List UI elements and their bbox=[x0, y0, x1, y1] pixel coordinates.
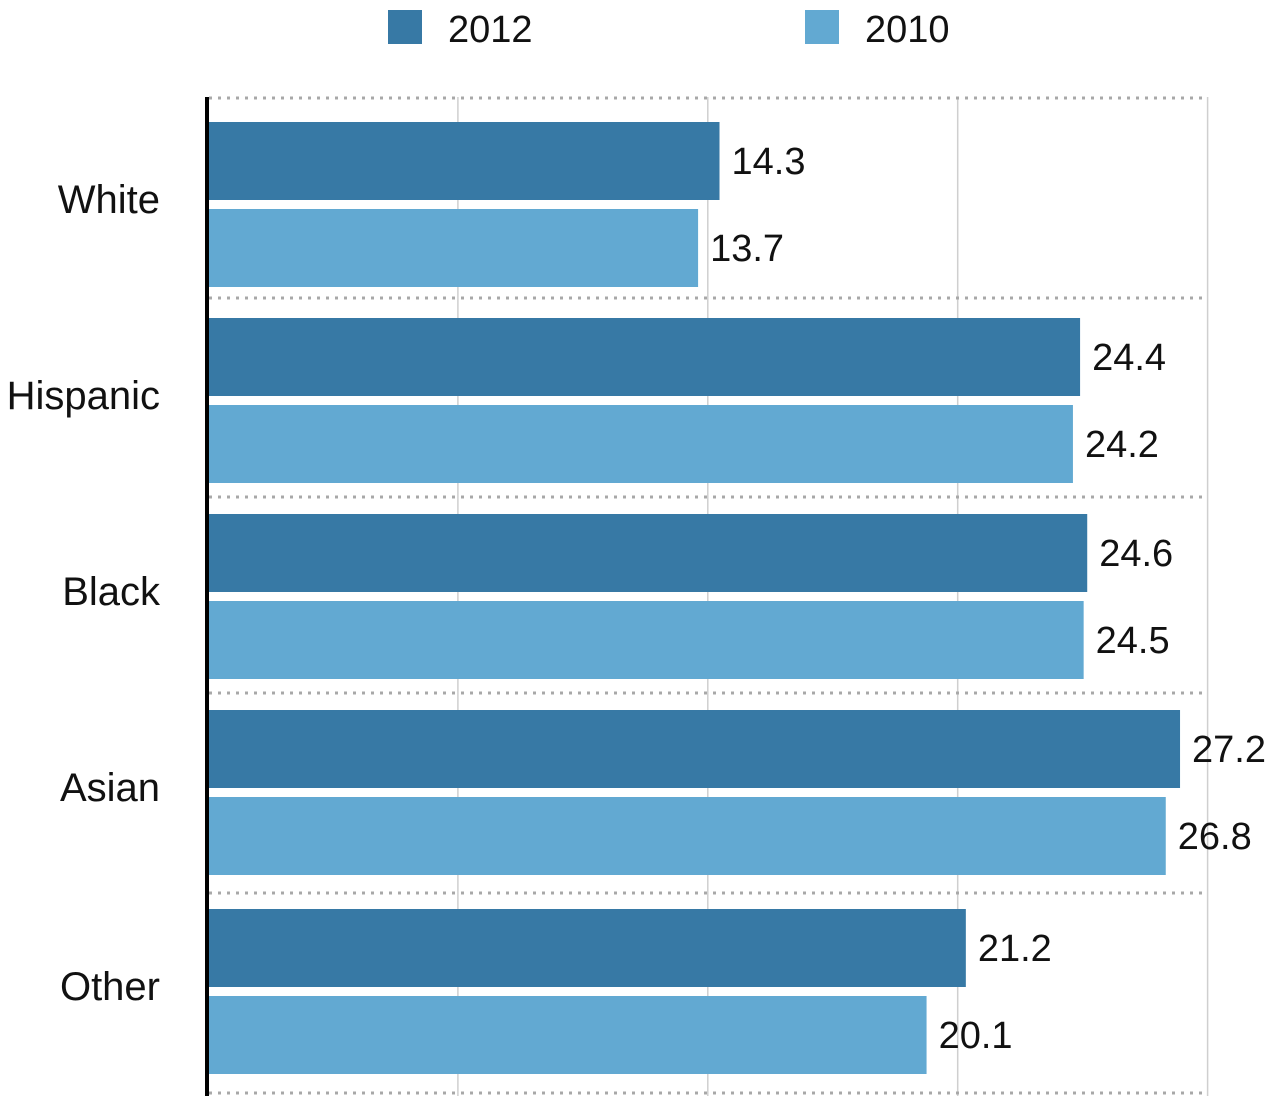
category-label-other: Other bbox=[60, 965, 160, 1009]
legend: 2012 2010 bbox=[388, 9, 950, 51]
value-label-hispanic-2010: 24.2 bbox=[1085, 424, 1159, 466]
value-label-asian-2010: 26.8 bbox=[1178, 816, 1252, 858]
category-label-white: White bbox=[58, 178, 160, 222]
value-label-white-2010: 13.7 bbox=[710, 228, 784, 270]
value-label-asian-2012: 27.2 bbox=[1192, 729, 1266, 771]
legend-swatch-2012 bbox=[388, 10, 422, 44]
value-labels: 14.3 13.7 24.4 24.2 24.6 24.5 27.2 26.8 21.2 20.1 bbox=[710, 141, 1266, 1057]
legend-label-2010: 2010 bbox=[865, 9, 950, 51]
category-label-asian: Asian bbox=[60, 766, 160, 810]
value-label-black-2010: 24.5 bbox=[1096, 620, 1170, 662]
category-label-hispanic: Hispanic bbox=[7, 374, 160, 418]
value-label-hispanic-2012: 24.4 bbox=[1092, 337, 1166, 379]
bar-hispanic-2012 bbox=[209, 318, 1081, 396]
legend-swatch-2010 bbox=[805, 10, 839, 44]
bar-black-2010 bbox=[209, 601, 1084, 679]
category-labels: White Hispanic Black Asian Other bbox=[7, 178, 161, 1009]
value-label-black-2012: 24.6 bbox=[1099, 533, 1173, 575]
bar-other-2012 bbox=[209, 909, 966, 987]
bar-white-2010 bbox=[209, 209, 699, 287]
bar-white-2012 bbox=[209, 122, 720, 200]
value-label-other-2010: 20.1 bbox=[939, 1015, 1013, 1057]
legend-label-2012: 2012 bbox=[448, 9, 533, 51]
value-label-other-2012: 21.2 bbox=[978, 928, 1052, 970]
bar-asian-2010 bbox=[209, 797, 1166, 875]
bar-asian-2012 bbox=[209, 710, 1181, 788]
bars bbox=[209, 122, 1181, 1074]
bar-black-2012 bbox=[209, 514, 1088, 592]
value-label-white-2012: 14.3 bbox=[732, 141, 806, 183]
bar-hispanic-2010 bbox=[209, 405, 1073, 483]
bar-other-2010 bbox=[209, 996, 927, 1074]
category-label-black: Black bbox=[62, 570, 161, 614]
